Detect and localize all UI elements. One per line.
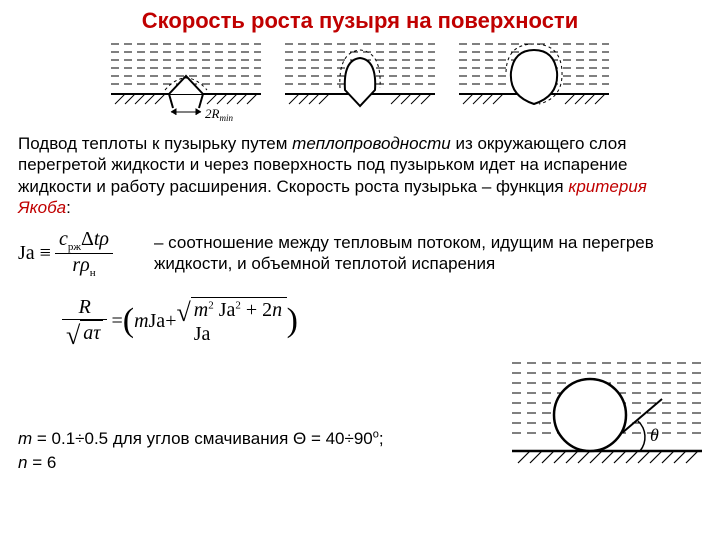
p1-italic: теплопроводности (292, 134, 451, 153)
eq-ja-rho-sub: н (90, 267, 96, 279)
eq-ja-lhs: Ja ≡ (18, 242, 51, 265)
eq2-plus: + (165, 310, 176, 333)
bubble-stage-2 (285, 38, 435, 123)
equation-radius-growth: R √aτ = ( m Ja + √ m2 Ja2 + 2n Ja ) (58, 296, 298, 347)
paragraph-1: Подвод теплоты к пузырьку путем теплопро… (0, 133, 720, 218)
contact-angle-diagram: θ (512, 355, 702, 475)
n-text: = 6 (27, 453, 56, 472)
eq2-tau: τ (93, 322, 100, 344)
parameters-text: m = 0.1÷0.5 для углов смачивания Θ = 40÷… (18, 427, 500, 475)
p1-colon: : (66, 198, 71, 217)
bubble-stage-diagrams: 2Rmin (0, 38, 720, 123)
eq-ja-rho: ρ (99, 228, 109, 250)
eq2-eq: = (111, 310, 122, 333)
m-semi: ; (379, 429, 384, 448)
rmin-sub: min (219, 113, 233, 123)
bubble-stage-3 (459, 38, 609, 123)
svg-text:2Rmin: 2Rmin (205, 106, 233, 123)
eq-ja-c-sub: рж (68, 241, 81, 253)
eq2-plus2: + 2 (241, 299, 272, 321)
equation-jakob: Ja ≡ cржΔtρ rρн (18, 228, 138, 290)
page-title: Скорость роста пузыря на поверхности (0, 0, 720, 38)
eq2-lpar: ( (123, 311, 134, 331)
eq-ja-r: r (72, 254, 80, 276)
eq2-a: a (83, 322, 93, 344)
eq2-m: m (134, 310, 148, 333)
theta-label: θ (650, 425, 659, 445)
eq-ja-rho2: ρ (80, 254, 90, 276)
rmin-2r: 2R (205, 106, 220, 121)
bubble-stage-1: 2Rmin (111, 38, 261, 123)
eq2-m2: m (194, 299, 208, 321)
eq2-ja2: Ja (214, 299, 236, 321)
eq2-n: n (272, 299, 282, 321)
eq2-rpar: ) (287, 311, 298, 331)
eq2-ja1: Ja (149, 310, 166, 333)
eq2-R: R (79, 296, 91, 318)
p1-pre: Подвод теплоты к пузырьку путем (18, 134, 292, 153)
m-text: = 0.1÷0.5 для углов смачивания Θ = 40÷90 (32, 429, 373, 448)
eq-ja-delta: Δ (81, 228, 94, 250)
jakob-definition-text: – соотношение между тепловым потоком, ид… (154, 228, 702, 275)
eq-ja-c: c (59, 228, 68, 250)
m-symbol: m (18, 429, 32, 448)
eq2-ja3: Ja (194, 323, 211, 345)
